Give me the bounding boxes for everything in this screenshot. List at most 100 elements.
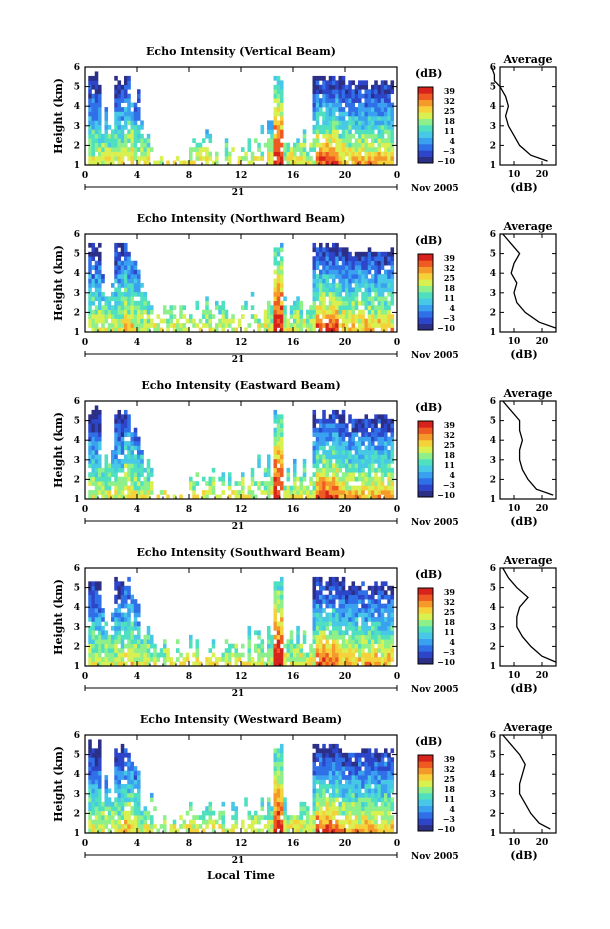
colorbar-tick-label: 39 [444, 587, 456, 597]
avg-title: Average [502, 53, 552, 66]
colorbar-segment [418, 254, 433, 261]
colorbar-segment [418, 433, 433, 441]
colorbar-segment [418, 780, 433, 787]
avg-title: Average [502, 387, 552, 400]
colorbar-segment [418, 638, 433, 646]
colorbar-segment [418, 632, 433, 639]
colorbar-segment [418, 452, 433, 460]
colorbar-tick-label: −10 [437, 490, 455, 500]
heatmap-cells [88, 739, 395, 834]
colorbar-tick-label: −10 [437, 323, 455, 333]
y-axis-label: Height (km) [52, 579, 65, 655]
panel-title: Echo Intensity (Northward Beam) [137, 212, 346, 225]
colorbar-segment [418, 774, 433, 781]
date-day-label: 21 [232, 522, 245, 532]
colorbar-segment [418, 137, 433, 145]
panel-2: Echo Intensity (Eastward Beam)123456Heig… [52, 379, 557, 532]
y-tick-label: 5 [74, 250, 80, 260]
avg-y-tick-label: 4 [490, 770, 496, 780]
heatmap-cells [88, 405, 395, 500]
colorbar-tick-label: −3 [443, 480, 456, 490]
colorbar-tick-label: 32 [444, 96, 455, 106]
avg-title: Average [502, 721, 552, 734]
colorbar-unit: (dB) [415, 568, 442, 581]
colorbar-segment [418, 440, 433, 447]
colorbar-segment [418, 427, 433, 434]
x-tick-label: 20 [339, 505, 352, 515]
colorbar-tick-label: 25 [444, 106, 455, 116]
avg-frame [499, 734, 557, 834]
panel-4: Echo Intensity (Westward Beam)123456Heig… [52, 713, 557, 866]
colorbar-tick-label: 39 [444, 754, 456, 764]
y-tick-label: 2 [74, 642, 80, 652]
heatmap-cells [88, 576, 395, 667]
avg-y-tick-label: 2 [490, 308, 496, 318]
colorbar-segment [418, 465, 433, 472]
colorbar-segment [418, 150, 433, 157]
avg-x-label: (dB) [510, 181, 537, 194]
colorbar-unit: (dB) [415, 401, 442, 414]
x-tick-label: 4 [134, 839, 140, 849]
avg-y-tick-label: 5 [490, 584, 496, 594]
panel-title: Echo Intensity (Southward Beam) [137, 546, 346, 559]
avg-y-tick-label: 3 [490, 122, 496, 132]
y-tick-label: 5 [74, 584, 80, 594]
panel-0: Echo Intensity (Vertical Beam)123456Heig… [52, 45, 557, 198]
avg-x-label: (dB) [510, 348, 537, 361]
colorbar-unit: (dB) [415, 234, 442, 247]
avg-x-label: (dB) [510, 849, 537, 862]
y-tick-label: 1 [74, 328, 80, 338]
avg-y-tick-label: 3 [490, 289, 496, 299]
y-axis-label: Height (km) [52, 412, 65, 488]
colorbar-segment [418, 786, 433, 794]
x-tick-label: 4 [134, 338, 140, 348]
colorbar-segment [418, 613, 433, 620]
colorbar-segment [418, 651, 433, 658]
colorbar-tick-label: 4 [449, 804, 455, 814]
colorbar-frame [417, 754, 434, 832]
colorbar-segment [418, 645, 433, 652]
avg-x-tick-label: 20 [536, 838, 549, 848]
colorbar-tick-label: 4 [449, 136, 455, 146]
avg-x-label: (dB) [510, 682, 537, 695]
colorbar-tick-label: 4 [449, 303, 455, 313]
avg-x-tick-label: 10 [508, 838, 521, 848]
avg-x-tick-label: 10 [508, 671, 521, 681]
colorbar-segment [418, 87, 433, 94]
avg-y-tick-label: 2 [490, 642, 496, 652]
y-tick-label: 4 [74, 770, 80, 780]
avg-title: Average [502, 554, 552, 567]
x-tick-label: 0 [394, 839, 400, 849]
colorbar-segment [418, 323, 433, 331]
x-tick-label: 0 [82, 672, 88, 682]
avg-y-tick-label: 6 [490, 731, 496, 741]
colorbar-segment [418, 421, 433, 428]
avg-y-tick-label: 5 [490, 83, 496, 93]
y-tick-label: 2 [74, 308, 80, 318]
y-tick-label: 3 [74, 456, 80, 466]
avg-title: Average [502, 220, 552, 233]
avg-y-tick-label: 2 [490, 141, 496, 151]
avg-x-label: (dB) [510, 515, 537, 528]
colorbar-segment [418, 755, 433, 762]
colorbar-tick-label: −10 [437, 156, 455, 166]
y-tick-label: 2 [74, 809, 80, 819]
y-tick-label: 4 [74, 269, 80, 279]
avg-x-tick-label: 20 [536, 504, 549, 514]
x-tick-label: 12 [235, 338, 248, 348]
colorbar-tick-label: 32 [444, 597, 455, 607]
y-tick-label: 6 [74, 230, 80, 240]
colorbar-segment [418, 106, 433, 113]
x-tick-label: 20 [339, 171, 352, 181]
date-day-label: 21 [232, 355, 245, 365]
avg-y-tick-label: 6 [490, 397, 496, 407]
avg-y-tick-label: 5 [490, 417, 496, 427]
avg-y-tick-label: 1 [490, 662, 496, 672]
colorbar-segment [418, 125, 433, 132]
y-tick-label: 6 [74, 397, 80, 407]
colorbar-segment [418, 626, 433, 633]
x-tick-label: 0 [394, 672, 400, 682]
x-axis-label: Local Time [207, 869, 275, 882]
colorbar-tick-label: 11 [444, 794, 455, 804]
avg-y-tick-label: 1 [490, 161, 496, 171]
